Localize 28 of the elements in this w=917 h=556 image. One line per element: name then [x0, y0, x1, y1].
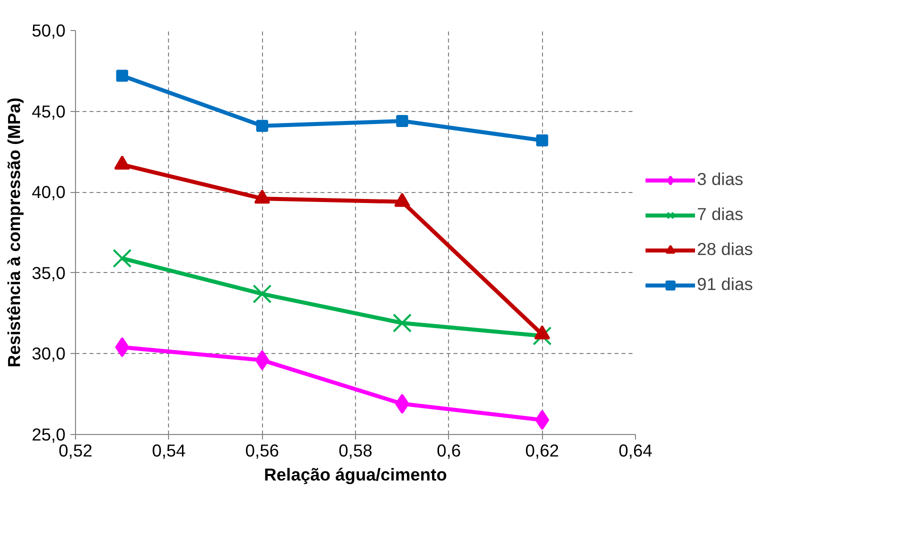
point — [392, 314, 412, 332]
point — [252, 284, 272, 304]
point — [115, 337, 130, 358]
legend-label: 28 dias — [697, 239, 753, 260]
point — [112, 248, 132, 268]
point — [396, 114, 408, 127]
x-axis-title: Relação água/cimento — [264, 464, 447, 484]
legend-label: 91 dias — [697, 274, 753, 295]
x-tick-label: 0,56 — [245, 440, 280, 460]
y-axis-title: Resistência à compressão (MPa) — [4, 98, 24, 368]
x-tick-label: 0,64 — [618, 440, 653, 460]
x-tick-label: 0,54 — [152, 440, 186, 460]
point — [116, 70, 128, 82]
point — [395, 394, 410, 414]
y-tick-label: 45,0 — [32, 101, 66, 122]
x-tick-label: 0,58 — [338, 440, 372, 460]
x-tick-label: 0,62 — [525, 440, 560, 460]
point — [536, 134, 548, 146]
legend-label: 7 dias — [697, 204, 744, 225]
y-tick-label: 50,0 — [32, 20, 66, 40]
x-tick-label: 0,6 — [436, 440, 461, 460]
point — [256, 120, 268, 132]
y-tick-label: 40,0 — [32, 182, 66, 202]
point — [535, 410, 550, 430]
legend-label: 3 dias — [697, 169, 744, 190]
y-tick-label: 35,0 — [32, 262, 66, 283]
point — [255, 350, 270, 370]
y-tick-label: 30,0 — [32, 344, 66, 364]
